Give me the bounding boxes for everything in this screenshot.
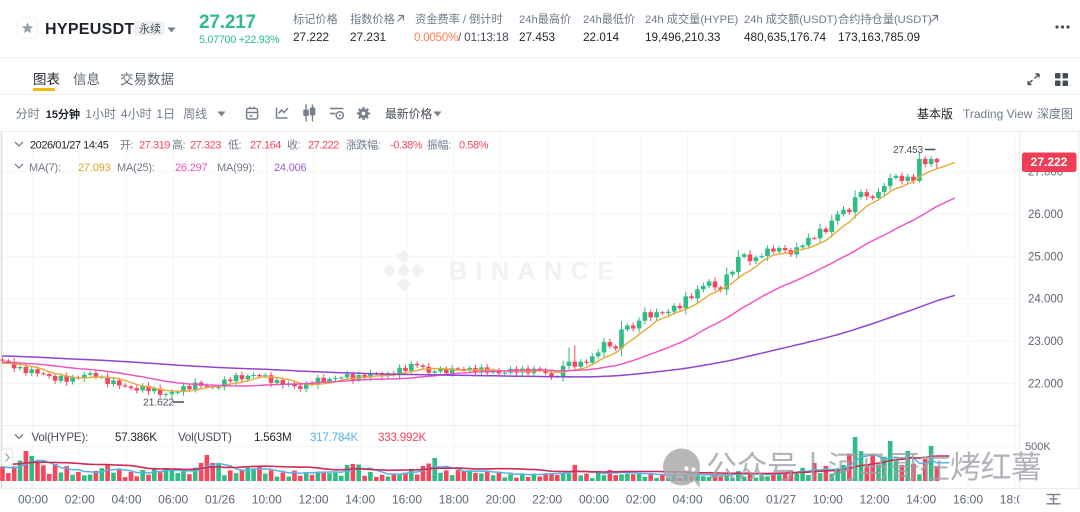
- svg-text:04:00: 04:00: [111, 493, 141, 507]
- svg-text:15分钟: 15分钟: [46, 107, 80, 121]
- svg-text:01/27: 01/27: [766, 493, 796, 507]
- svg-text:173,163,785.09: 173,163,785.09: [838, 30, 920, 44]
- svg-text:振幅:: 振幅:: [427, 138, 451, 152]
- svg-text:24.000: 24.000: [1028, 294, 1063, 306]
- svg-text:4小时: 4小时: [121, 107, 152, 121]
- svg-text:16:00: 16:00: [392, 493, 422, 507]
- svg-text:Vol(HYPE):: Vol(HYPE):: [32, 431, 89, 444]
- svg-text:MA(7):: MA(7):: [29, 162, 61, 174]
- svg-text:27.453: 27.453: [519, 30, 556, 44]
- svg-text:27.164: 27.164: [250, 140, 281, 152]
- svg-text:06:00: 06:00: [158, 493, 188, 507]
- svg-text:26.000: 26.000: [1028, 209, 1063, 221]
- svg-text:18:00: 18:00: [439, 493, 469, 507]
- svg-text:合约持仓量(USDT): 合约持仓量(USDT): [838, 12, 932, 26]
- svg-text:27.319: 27.319: [139, 140, 170, 152]
- svg-text:27.093: 27.093: [78, 162, 111, 174]
- svg-text:分时: 分时: [16, 107, 40, 121]
- svg-text:-0.38%: -0.38%: [390, 140, 423, 152]
- svg-text:公众号丨河马哥在烤红薯: 公众号丨河马哥在烤红薯: [706, 450, 1042, 485]
- svg-text:00:00: 00:00: [579, 493, 609, 507]
- svg-text:1.563M: 1.563M: [254, 431, 291, 444]
- svg-text:MA(25):: MA(25):: [117, 162, 155, 174]
- svg-text:27.222: 27.222: [1031, 155, 1068, 169]
- svg-text:交易数据: 交易数据: [120, 71, 174, 87]
- svg-text:27.217: 27.217: [199, 12, 256, 33]
- svg-text:开:: 开:: [120, 140, 134, 152]
- svg-text:0.58%: 0.58%: [459, 140, 489, 152]
- svg-text:信息: 信息: [73, 71, 100, 87]
- svg-text:25.000: 25.000: [1028, 251, 1063, 263]
- svg-text:22.000: 22.000: [1028, 378, 1063, 390]
- svg-text:24h最低价: 24h最低价: [583, 13, 635, 26]
- svg-text:10:00: 10:00: [252, 493, 282, 507]
- svg-text:14:00: 14:00: [345, 493, 375, 507]
- svg-text:最新价格: 最新价格: [385, 107, 432, 121]
- svg-text:基本版: 基本版: [917, 107, 953, 121]
- svg-text:02:00: 02:00: [65, 493, 95, 507]
- svg-text:57.386K: 57.386K: [115, 431, 157, 444]
- svg-text:24h最高价: 24h最高价: [519, 12, 571, 26]
- svg-text:24h 成交额(USDT): 24h 成交额(USDT): [744, 12, 838, 26]
- svg-text:永续: 永续: [139, 22, 161, 36]
- svg-text:图表: 图表: [33, 72, 60, 87]
- svg-text:Vol(USDT): Vol(USDT): [178, 431, 232, 444]
- svg-text:MA(99):: MA(99):: [217, 162, 255, 174]
- svg-text:1小时: 1小时: [85, 107, 116, 121]
- svg-text:深度图: 深度图: [1037, 106, 1073, 121]
- svg-text:27.222: 27.222: [308, 140, 339, 152]
- svg-text:资金费率 / 倒计时: 资金费率 / 倒计时: [415, 12, 503, 26]
- svg-text:高:: 高:: [172, 138, 186, 152]
- svg-text:HYPEUSDT: HYPEUSDT: [45, 21, 135, 38]
- svg-text:00:00: 00:00: [18, 493, 48, 507]
- svg-text:0.0050%: 0.0050%: [414, 32, 458, 44]
- svg-text:500K: 500K: [1025, 441, 1051, 453]
- svg-text:16:00: 16:00: [953, 493, 983, 507]
- svg-text:27.231: 27.231: [350, 30, 386, 44]
- svg-text:14:00: 14:00: [906, 493, 936, 507]
- svg-text:01/26: 01/26: [205, 493, 235, 507]
- svg-text:20:00: 20:00: [485, 493, 515, 507]
- svg-text:指数价格: 指数价格: [350, 12, 395, 26]
- svg-text:18:00: 18:00: [1000, 493, 1030, 507]
- svg-text:22.014: 22.014: [583, 30, 620, 44]
- svg-text:/ 01:13:18: / 01:13:18: [458, 30, 509, 44]
- svg-text:22:00: 22:00: [532, 493, 562, 507]
- svg-text:10:00: 10:00: [813, 493, 843, 507]
- svg-text:333.992K: 333.992K: [378, 431, 427, 444]
- svg-text:Trading View: Trading View: [963, 107, 1033, 121]
- svg-text:480,635,176.74: 480,635,176.74: [744, 30, 826, 44]
- svg-text:317.784K: 317.784K: [310, 431, 359, 444]
- svg-text:5.07700 +22.93%: 5.07700 +22.93%: [199, 34, 280, 46]
- svg-text:23.000: 23.000: [1028, 336, 1063, 348]
- svg-text:12:00: 12:00: [298, 493, 328, 507]
- svg-text:26.297: 26.297: [175, 162, 208, 174]
- svg-text:19,496,210.33: 19,496,210.33: [645, 30, 721, 44]
- svg-text:27.453: 27.453: [893, 145, 924, 156]
- svg-text:02:00: 02:00: [626, 493, 656, 507]
- svg-text:1日: 1日: [156, 107, 175, 121]
- svg-text:2026/01/27 14:45: 2026/01/27 14:45: [30, 140, 109, 152]
- svg-text:27.323: 27.323: [190, 140, 221, 152]
- svg-text:低:: 低:: [228, 139, 242, 152]
- svg-text:06:00: 06:00: [719, 493, 749, 507]
- svg-text:标记价格: 标记价格: [293, 12, 338, 26]
- svg-text:收:: 收:: [287, 138, 301, 152]
- svg-text:24h 成交量(HYPE): 24h 成交量(HYPE): [645, 12, 739, 26]
- svg-text:21.622: 21.622: [143, 397, 174, 409]
- svg-text:涨跌幅:: 涨跌幅:: [346, 138, 381, 152]
- svg-text:12:00: 12:00: [859, 493, 889, 507]
- svg-text:周线: 周线: [183, 107, 207, 121]
- svg-text:27.222: 27.222: [293, 30, 329, 44]
- svg-text:BINANCE: BINANCE: [449, 258, 622, 286]
- svg-text:24.006: 24.006: [274, 162, 307, 174]
- svg-text:04:00: 04:00: [672, 493, 702, 507]
